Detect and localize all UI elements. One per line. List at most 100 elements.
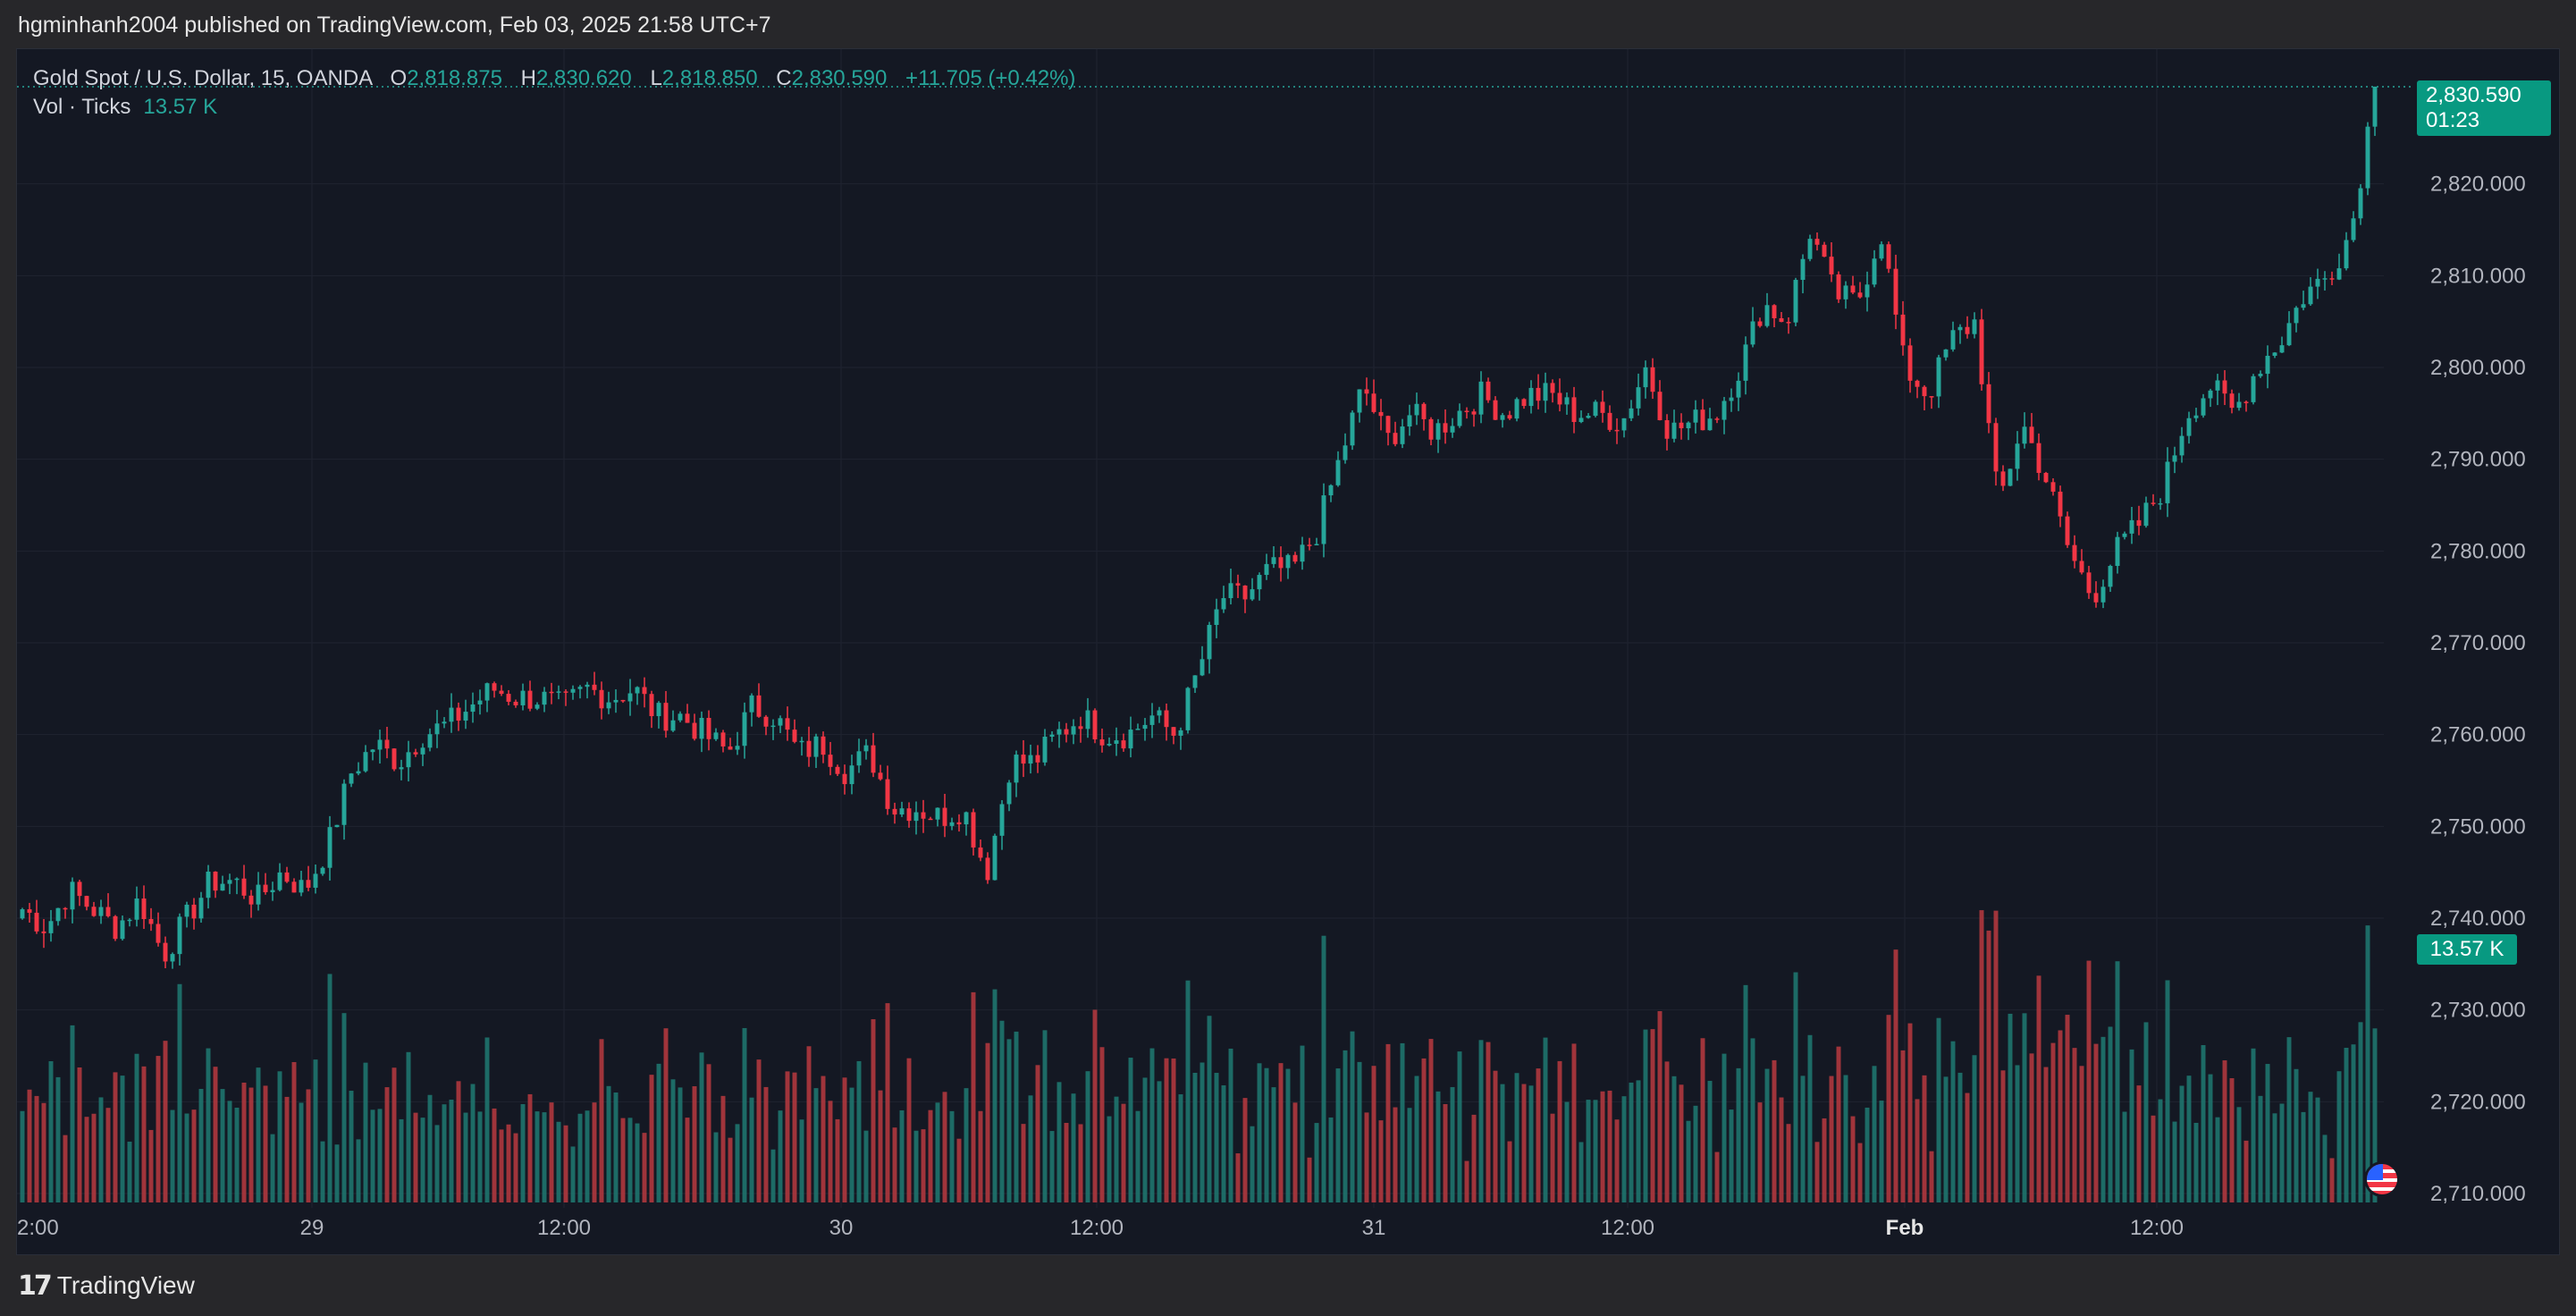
volume-bar <box>291 1061 297 1202</box>
volume-label[interactable]: Vol · Ticks <box>33 95 131 119</box>
volume-bar <box>2022 1013 2027 1202</box>
candle-body <box>1171 727 1176 736</box>
volume-bar <box>2115 961 2120 1202</box>
candle-body <box>1586 416 1591 418</box>
time-axis-label: 12:00 <box>537 1216 591 1240</box>
volume-bar <box>763 1086 769 1202</box>
volume-bar <box>2344 1048 2349 1202</box>
volume-bar <box>1378 1120 1384 1202</box>
candle-body <box>2351 218 2356 240</box>
volume-bar <box>2100 1036 2106 1202</box>
candle-body <box>148 919 154 924</box>
volume-bar <box>2301 1111 2306 1202</box>
candle-body <box>1314 544 1319 545</box>
volume-bar <box>1021 1124 1026 1202</box>
volume-bar <box>1743 984 1748 1202</box>
candle-body <box>1307 544 1312 546</box>
volume-bar <box>742 1027 747 1202</box>
candle-body <box>935 807 940 820</box>
candle-body <box>1107 743 1112 746</box>
candle-body <box>2243 401 2249 403</box>
candle-body <box>1378 411 1384 417</box>
volume-bar <box>1865 1107 1870 1202</box>
candle-body <box>163 942 168 962</box>
candle-body <box>1371 393 1376 412</box>
candle-body <box>41 931 46 933</box>
volume-bar <box>1278 1063 1284 1202</box>
candle-body <box>1428 418 1434 440</box>
volume-bar <box>1250 1126 1255 1202</box>
volume-bar <box>706 1064 711 1202</box>
volume-bar <box>1321 935 1326 1202</box>
price-axis-label: 2,730.000 <box>2430 999 2526 1023</box>
volume-bar <box>156 1056 161 1202</box>
price-axis-label: 2,800.000 <box>2430 356 2526 380</box>
volume-bar <box>184 1113 189 1202</box>
candle-body <box>2322 278 2328 280</box>
candle-body <box>1157 710 1162 716</box>
volume-bar <box>570 1146 576 1202</box>
volume-bar <box>170 1109 175 1202</box>
time-axis-label: 30 <box>829 1216 854 1240</box>
candle-body <box>256 884 261 905</box>
candle-body <box>1950 330 1956 350</box>
candle-body <box>1707 418 1713 431</box>
chart-frame[interactable]: 2,710.000 2,720.000 2,730.000 2,740.000 2,75… <box>16 48 2560 1255</box>
open-label: O <box>390 66 408 90</box>
candle-body <box>442 721 447 724</box>
volume-bar <box>349 1091 354 1202</box>
volume-bar <box>2079 1066 2084 1202</box>
volume-bar <box>2043 1067 2049 1202</box>
volume-bar <box>277 1071 282 1202</box>
candle-body <box>1350 412 1355 446</box>
candle-body <box>1457 410 1462 426</box>
time-axis-label: Feb <box>1886 1216 1924 1240</box>
candle-body <box>2179 435 2185 456</box>
candle-body <box>1071 726 1076 735</box>
candle-body <box>1865 284 1870 298</box>
volume-bar <box>1407 1108 1412 1202</box>
candle-body <box>1207 625 1212 660</box>
candle-body <box>1893 268 1898 315</box>
time-axis-label: 29 <box>300 1216 324 1240</box>
candle-body <box>999 804 1005 836</box>
volume-bar <box>1049 1131 1055 1202</box>
volume-bar <box>41 1102 46 1202</box>
candle-body <box>1843 285 1848 299</box>
candle-body <box>892 808 897 815</box>
volume-bar <box>1357 1061 1362 1202</box>
candle-body <box>1435 423 1441 440</box>
volume-bar <box>263 1085 268 1202</box>
us-flag-icon[interactable] <box>2364 1161 2400 1197</box>
candle-body <box>956 822 962 825</box>
volume-bar <box>985 1042 990 1202</box>
candle-body <box>2072 544 2077 561</box>
candle-body <box>1242 585 1248 600</box>
volume-bar <box>91 1113 97 1202</box>
volume-bar <box>792 1072 797 1202</box>
volume-bar <box>449 1099 454 1202</box>
candle-body <box>1464 410 1469 412</box>
candle-body <box>191 904 197 919</box>
volume-bar <box>2215 1117 2220 1202</box>
volume-bar <box>520 1104 526 1202</box>
volume-bar <box>1464 1160 1469 1202</box>
symbol-title[interactable]: Gold Spot / U.S. Dollar, 15, OANDA <box>33 66 372 90</box>
candle-body <box>620 699 626 702</box>
price-chart[interactable]: 2,710.000 2,720.000 2,730.000 2,740.000 2,75… <box>17 49 2559 1254</box>
candle-body <box>1879 244 1884 259</box>
candle-body <box>277 872 282 890</box>
candle-body <box>1722 401 1727 420</box>
candle-body <box>2165 461 2170 503</box>
volume-bar <box>1335 1068 1341 1202</box>
candle-body <box>663 703 669 731</box>
price-axis-label: 2,760.000 <box>2430 723 2526 747</box>
volume-bar <box>1772 1059 1777 1202</box>
candle-body <box>2308 286 2313 305</box>
candle-body <box>785 718 790 730</box>
candle-body <box>770 725 776 728</box>
candle-body <box>63 907 68 910</box>
tradingview-brand[interactable]: 17 TradingView <box>18 1270 195 1302</box>
candle-body <box>2122 533 2127 537</box>
volume-bar <box>213 1067 218 1202</box>
